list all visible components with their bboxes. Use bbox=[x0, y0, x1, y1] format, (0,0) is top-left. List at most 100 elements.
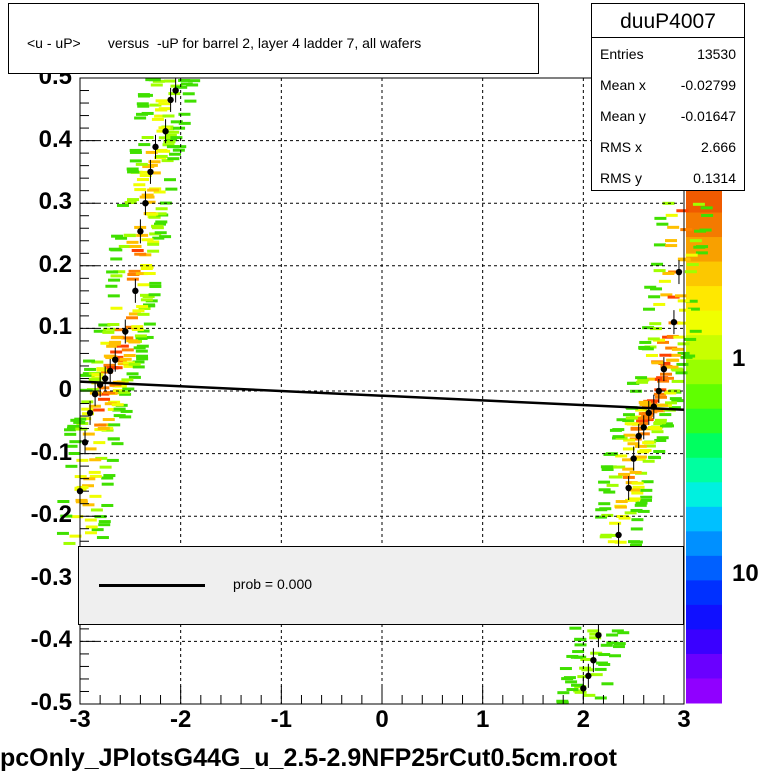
density-cell bbox=[110, 336, 123, 340]
density-cell bbox=[647, 455, 660, 459]
density-cell bbox=[666, 365, 679, 369]
density-cell bbox=[116, 344, 129, 348]
density-cell bbox=[103, 363, 116, 367]
density-cell bbox=[601, 468, 614, 472]
density-cell bbox=[623, 438, 636, 442]
density-cell bbox=[692, 202, 705, 206]
density-cell bbox=[138, 306, 151, 310]
density-cell bbox=[657, 340, 670, 344]
density-cell bbox=[136, 112, 149, 116]
density-cell bbox=[88, 470, 101, 474]
density-cell bbox=[629, 470, 642, 474]
stat-key: Entries bbox=[600, 46, 644, 62]
density-cell bbox=[135, 162, 148, 166]
x-tick-label: 2 bbox=[576, 706, 590, 733]
density-cell bbox=[164, 178, 177, 182]
density-cell bbox=[85, 525, 98, 529]
density-cell bbox=[680, 228, 693, 232]
density-cell bbox=[88, 404, 101, 408]
density-cell bbox=[594, 696, 607, 700]
density-cell bbox=[110, 274, 123, 278]
density-cell bbox=[63, 541, 76, 545]
color-scale-cell bbox=[686, 580, 722, 606]
density-cell bbox=[186, 83, 199, 87]
density-cell bbox=[635, 501, 648, 505]
density-cell bbox=[97, 426, 110, 430]
density-cell bbox=[82, 432, 95, 436]
density-cell bbox=[131, 248, 144, 252]
density-cell bbox=[111, 403, 124, 407]
density-cell bbox=[81, 400, 94, 404]
density-cell bbox=[642, 441, 655, 445]
stats-box: duuP4007 Entries 13530 Mean x -0.02799 M… bbox=[591, 3, 745, 191]
profile-point bbox=[137, 219, 144, 244]
density-cell bbox=[137, 104, 150, 108]
density-cell bbox=[137, 329, 150, 333]
density-cell bbox=[128, 269, 141, 273]
x-tick-label: -1 bbox=[270, 706, 292, 733]
density-cell bbox=[647, 337, 660, 341]
density-cell bbox=[143, 303, 156, 307]
density-cell bbox=[668, 270, 681, 274]
density-cell bbox=[645, 353, 658, 357]
density-cell bbox=[109, 383, 122, 387]
density-cell bbox=[622, 458, 635, 462]
density-cell bbox=[169, 152, 182, 156]
density-cell bbox=[108, 278, 121, 282]
density-cell bbox=[101, 503, 114, 507]
density-cell bbox=[600, 533, 613, 537]
density-cell bbox=[635, 376, 648, 380]
density-cell bbox=[641, 480, 654, 484]
density-cell bbox=[648, 295, 661, 299]
density-cell bbox=[641, 418, 654, 422]
density-cell bbox=[99, 465, 112, 469]
density-cell bbox=[133, 346, 146, 350]
density-cell bbox=[95, 456, 108, 460]
color-scale-cell bbox=[686, 457, 722, 483]
density-cell bbox=[615, 436, 628, 440]
density-cell bbox=[113, 328, 126, 332]
density-cell bbox=[139, 174, 152, 178]
density-cell bbox=[127, 272, 140, 276]
density-cell bbox=[678, 308, 691, 312]
density-cell bbox=[634, 455, 647, 459]
density-cell bbox=[128, 362, 141, 366]
density-cell bbox=[587, 629, 600, 633]
density-cell bbox=[131, 325, 144, 329]
density-cell bbox=[607, 540, 620, 544]
density-cell bbox=[580, 658, 593, 662]
density-cell bbox=[571, 683, 584, 687]
density-cell bbox=[149, 281, 162, 285]
density-cell bbox=[76, 458, 89, 462]
density-cell bbox=[91, 360, 104, 364]
density-cell bbox=[115, 236, 128, 240]
density-cell bbox=[106, 366, 119, 370]
density-cell bbox=[76, 485, 89, 489]
density-cell bbox=[68, 451, 81, 455]
x-tick-label: 3 bbox=[677, 706, 691, 733]
density-cell bbox=[84, 367, 97, 371]
density-cell bbox=[168, 92, 181, 96]
density-cell bbox=[629, 543, 642, 547]
density-cell bbox=[689, 329, 702, 333]
density-cell bbox=[81, 407, 94, 411]
density-cell bbox=[143, 200, 156, 204]
density-cell bbox=[570, 655, 583, 659]
density-cell bbox=[574, 690, 587, 694]
color-scale-cell bbox=[686, 555, 722, 581]
density-cell bbox=[145, 150, 158, 154]
density-cell bbox=[178, 78, 191, 82]
density-cell bbox=[622, 419, 635, 423]
density-cell bbox=[67, 424, 80, 428]
density-cell bbox=[83, 477, 96, 481]
profile-point bbox=[670, 310, 678, 335]
density-cell bbox=[653, 302, 666, 306]
density-cell bbox=[163, 140, 176, 144]
density-cell bbox=[653, 422, 666, 426]
density-cell bbox=[598, 488, 611, 492]
density-cell bbox=[152, 236, 165, 240]
density-cell bbox=[158, 136, 171, 140]
legend-box: prob = 0.000 bbox=[78, 546, 684, 625]
density-cell bbox=[639, 402, 652, 406]
density-cell bbox=[589, 632, 602, 636]
